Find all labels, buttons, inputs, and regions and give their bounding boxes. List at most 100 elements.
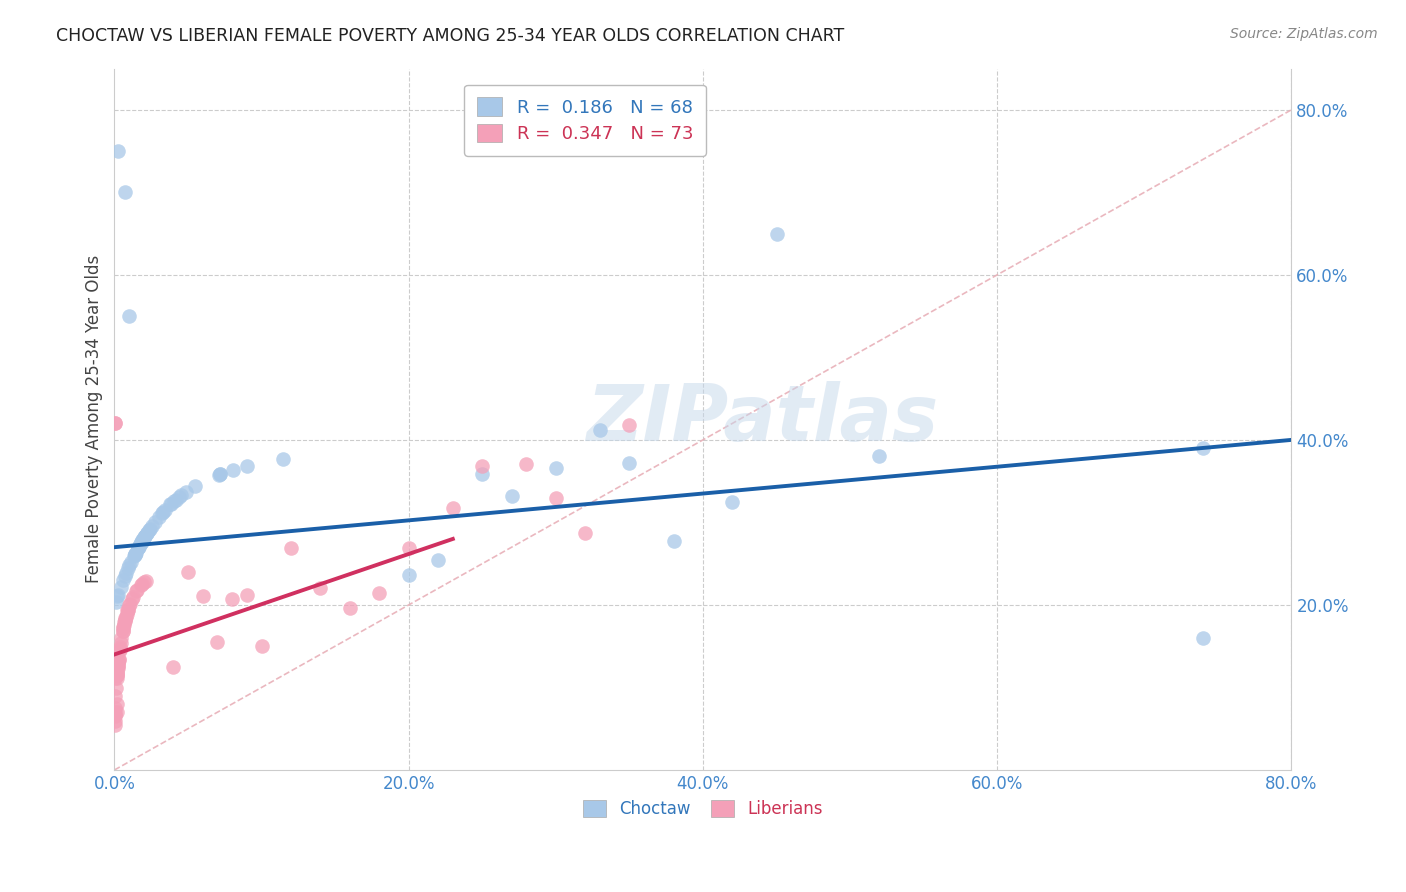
Point: [398, 541, 420, 556]
Point: [114, 568, 136, 582]
Point: [107, 651, 129, 665]
Point: [208, 467, 231, 482]
Point: [115, 566, 138, 581]
Point: [110, 632, 132, 646]
Y-axis label: Female Poverty Among 25-34 Year Olds: Female Poverty Among 25-34 Year Olds: [86, 255, 103, 583]
Point: [108, 642, 131, 657]
Point: [339, 601, 361, 615]
Point: [103, 700, 125, 714]
Point: [136, 525, 159, 540]
Point: [121, 590, 143, 604]
Text: ZIPatlas: ZIPatlas: [586, 381, 938, 458]
Point: [148, 509, 170, 524]
Point: [108, 642, 131, 657]
Point: [221, 463, 243, 477]
Point: [250, 639, 273, 653]
Point: [869, 450, 891, 464]
Point: [104, 681, 127, 695]
Point: [138, 522, 160, 536]
Point: [104, 417, 127, 431]
Point: [110, 636, 132, 650]
Point: [134, 530, 156, 544]
Point: [104, 708, 127, 723]
Point: [118, 558, 141, 573]
Point: [544, 491, 567, 505]
Point: [170, 488, 193, 502]
Point: [105, 671, 128, 685]
Point: [120, 555, 142, 569]
Legend: Choctaw, Liberians: Choctaw, Liberians: [576, 793, 830, 825]
Point: [162, 659, 184, 673]
Point: [131, 577, 153, 591]
Point: [107, 144, 129, 158]
Point: [104, 714, 127, 728]
Point: [589, 423, 612, 437]
Point: [105, 667, 128, 681]
Point: [107, 652, 129, 666]
Point: [1192, 441, 1215, 455]
Point: [125, 583, 148, 598]
Point: [118, 598, 141, 612]
Point: [574, 526, 596, 541]
Point: [128, 540, 150, 554]
Point: [112, 621, 135, 635]
Point: [124, 547, 146, 561]
Point: [114, 613, 136, 627]
Point: [104, 417, 127, 431]
Point: [159, 497, 181, 511]
Point: [107, 658, 129, 673]
Point: [183, 479, 205, 493]
Point: [138, 524, 160, 538]
Point: [107, 588, 129, 602]
Point: [136, 525, 159, 540]
Point: [112, 618, 135, 632]
Point: [143, 515, 166, 529]
Point: [104, 594, 127, 608]
Point: [131, 534, 153, 549]
Point: [134, 529, 156, 543]
Point: [107, 656, 129, 670]
Point: [108, 640, 131, 654]
Point: [122, 549, 145, 564]
Point: [619, 456, 641, 470]
Point: [129, 535, 152, 549]
Point: [129, 578, 152, 592]
Point: [104, 671, 127, 685]
Point: [111, 624, 134, 639]
Point: [124, 548, 146, 562]
Point: [271, 451, 294, 466]
Text: CHOCTAW VS LIBERIAN FEMALE POVERTY AMONG 25-34 YEAR OLDS CORRELATION CHART: CHOCTAW VS LIBERIAN FEMALE POVERTY AMONG…: [56, 27, 845, 45]
Point: [128, 539, 150, 553]
Point: [662, 534, 685, 549]
Point: [134, 575, 156, 590]
Point: [174, 484, 197, 499]
Point: [110, 580, 132, 594]
Point: [117, 561, 139, 575]
Point: [114, 615, 136, 629]
Point: [107, 661, 129, 675]
Point: [105, 666, 128, 681]
Point: [114, 186, 136, 200]
Point: [105, 668, 128, 682]
Point: [471, 459, 494, 474]
Point: [398, 568, 420, 582]
Point: [309, 581, 332, 595]
Point: [221, 591, 243, 606]
Point: [127, 541, 149, 555]
Point: [118, 309, 141, 323]
Point: [236, 459, 259, 474]
Text: Source: ZipAtlas.com: Source: ZipAtlas.com: [1230, 27, 1378, 41]
Point: [103, 705, 125, 719]
Point: [207, 635, 229, 649]
Point: [107, 654, 129, 668]
Point: [721, 495, 744, 509]
Point: [619, 418, 641, 433]
Point: [134, 529, 156, 543]
Point: [501, 489, 523, 503]
Point: [115, 607, 138, 621]
Point: [427, 553, 450, 567]
Point: [441, 500, 464, 515]
Point: [118, 597, 141, 611]
Point: [544, 461, 567, 475]
Point: [153, 503, 176, 517]
